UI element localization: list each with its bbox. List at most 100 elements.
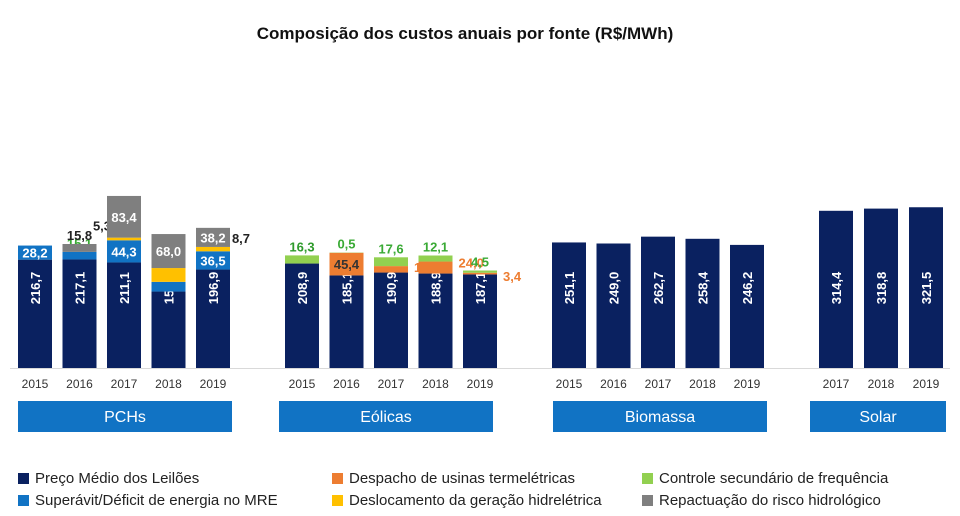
data-label-superavit-pchs-2015: 28,2 bbox=[22, 246, 47, 261]
legend-label-preco: Preço Médio dos Leilões bbox=[35, 470, 200, 487]
data-label-preco-biomassa-2016: 249,0 bbox=[607, 272, 622, 305]
bar-superavit-pchs-2016 bbox=[62, 251, 97, 260]
data-label-preco-pchs-2015: 216,7 bbox=[28, 272, 43, 305]
data-label-superavit-pchs-2019: 36,5 bbox=[200, 253, 225, 268]
group-band-solar bbox=[810, 401, 946, 432]
data-label-controle-eólicas-2019: 4,5 bbox=[471, 255, 489, 270]
data-label-controle-eólicas-2015: 16,3 bbox=[289, 239, 314, 254]
legend-swatch-repactuacao bbox=[642, 495, 653, 506]
bar-deslocamento-pchs-2017 bbox=[107, 237, 141, 241]
tick-label-biomassa-2019: 2019 bbox=[734, 377, 761, 391]
data-label-despacho-eólicas-2018: 24,0 bbox=[459, 256, 484, 271]
data-label-controle-eólicas-2018: 12,1 bbox=[423, 240, 448, 255]
legend-swatch-despacho bbox=[332, 473, 343, 484]
data-label-despacho-eólicas-2019: 3,4 bbox=[503, 269, 522, 284]
data-label-preco-pchs-2016: 217,1 bbox=[73, 272, 88, 305]
data-label-preco-solar-2019: 321,5 bbox=[919, 272, 934, 305]
group-band-biomassa bbox=[553, 401, 767, 432]
data-label-deslocamento-pchs-2017: 5,3 bbox=[93, 219, 111, 234]
bar-repactuacao-pchs-2018 bbox=[151, 234, 186, 269]
bar-superavit-pchs-2018 bbox=[151, 281, 186, 292]
tick-label-solar-2018: 2018 bbox=[868, 377, 895, 391]
group-pchs: 216,728,22015217,115,115,82016211,144,35… bbox=[18, 195, 250, 432]
bar-preco-pchs-2016 bbox=[62, 259, 97, 368]
data-label-preco-eólicas-2018: 188,9 bbox=[429, 272, 444, 305]
data-label-preco-biomassa-2017: 262,7 bbox=[651, 272, 666, 305]
data-label-repactuacao-pchs-2019: 38,2 bbox=[200, 230, 225, 245]
bar-preco-eólicas-2019 bbox=[463, 274, 497, 368]
tick-label-pchs-2016: 2016 bbox=[66, 377, 93, 391]
legend-item-despacho: Despacho de usinas termelétricas bbox=[332, 470, 575, 487]
bar-superavit-pchs-2019 bbox=[196, 251, 230, 270]
bar-preco-biomassa-2015 bbox=[552, 242, 586, 368]
group-label-eólicas: Eólicas bbox=[360, 409, 412, 426]
group-label-solar: Solar bbox=[859, 409, 897, 426]
bar-preco-biomassa-2017 bbox=[641, 236, 675, 368]
bar-preco-solar-2017 bbox=[819, 210, 853, 368]
legend-swatch-superavit bbox=[18, 495, 29, 506]
group-band-eólicas bbox=[279, 401, 493, 432]
group-solar: 314,4 2017 318,8 2018 321,5 2019 Solar bbox=[810, 207, 946, 432]
bar-preco-pchs-2017 bbox=[107, 262, 141, 368]
data-label-preco-eólicas-2015: 208,9 bbox=[295, 272, 310, 305]
tick-label-pchs-2018: 2018 bbox=[155, 377, 182, 391]
data-label-controle-eólicas-2017: 17,6 bbox=[378, 241, 403, 256]
legend-item-superavit: Superávit/Déficit de energia no MRE bbox=[18, 492, 278, 509]
data-label-preco-biomassa-2019: 246,2 bbox=[740, 272, 755, 305]
bar-despacho-eólicas-2019 bbox=[463, 272, 497, 275]
data-label-preco-biomassa-2015: 251,1 bbox=[562, 272, 577, 305]
tick-label-biomassa-2018: 2018 bbox=[689, 377, 716, 391]
bar-repactuacao-pchs-2016 bbox=[62, 244, 97, 252]
tick-label-eólicas-2017: 2017 bbox=[378, 377, 405, 391]
legend-label-repactuacao: Repactuação do risco hidrológico bbox=[659, 492, 881, 509]
tick-label-pchs-2019: 2019 bbox=[200, 377, 227, 391]
legend-item-preco: Preço Médio dos Leilões bbox=[18, 470, 199, 487]
bar-controle-eólicas-2018 bbox=[418, 255, 453, 262]
data-label-preco-biomassa-2018: 258,4 bbox=[696, 271, 711, 304]
tick-label-solar-2019: 2019 bbox=[913, 377, 940, 391]
bar-preco-pchs-2019 bbox=[196, 269, 230, 368]
tick-label-biomassa-2016: 2016 bbox=[600, 377, 627, 391]
bar-preco-pchs-2018 bbox=[151, 291, 186, 368]
bar-superavit-pchs-2017 bbox=[107, 240, 141, 263]
bar-despacho-eólicas-2016 bbox=[329, 252, 364, 276]
legend-swatch-deslocamento bbox=[332, 495, 343, 506]
tick-label-biomassa-2017: 2017 bbox=[645, 377, 672, 391]
group-eólicas: 208,916,32015185,145,40,52016190,912,917… bbox=[279, 237, 522, 432]
bar-preco-eólicas-2015 bbox=[285, 263, 319, 368]
legend-item-deslocamento: Deslocamento da geração hidrelétrica bbox=[332, 492, 602, 509]
legend-label-despacho: Despacho de usinas termelétricas bbox=[349, 470, 575, 487]
bar-repactuacao-pchs-2019 bbox=[196, 227, 230, 247]
legend: Preço Médio dos Leilões Despacho de usina… bbox=[0, 462, 960, 516]
tick-label-eólicas-2019: 2019 bbox=[467, 377, 494, 391]
bar-preco-eólicas-2016 bbox=[329, 275, 364, 368]
data-label-repactuacao-pchs-2016: 15,8 bbox=[67, 228, 92, 243]
group-label-biomassa: Biomassa bbox=[625, 409, 695, 426]
legend-swatch-preco bbox=[18, 473, 29, 484]
bar-preco-biomassa-2016 bbox=[596, 243, 631, 368]
bar-despacho-eólicas-2018 bbox=[418, 261, 453, 274]
data-label-preco-eólicas-2017: 190,9 bbox=[384, 272, 399, 305]
legend-label-deslocamento: Deslocamento da geração hidrelétrica bbox=[349, 492, 602, 509]
bar-despacho-eólicas-2017 bbox=[374, 266, 408, 273]
tick-label-solar-2017: 2017 bbox=[823, 377, 850, 391]
bar-deslocamento-pchs-2018 bbox=[151, 268, 186, 282]
data-label-repactuacao-pchs-2018: 68,0 bbox=[156, 244, 181, 259]
data-label-superavit-pchs-2017: 44,3 bbox=[111, 244, 136, 259]
data-label-preco-solar-2017: 314,4 bbox=[829, 271, 844, 304]
tick-label-eólicas-2016: 2016 bbox=[333, 377, 360, 391]
bar-controle-eólicas-2017 bbox=[374, 257, 408, 267]
data-label-controle-eólicas-2016: 0,5 bbox=[337, 237, 355, 252]
data-label-despacho-eólicas-2016: 45,4 bbox=[334, 257, 360, 272]
bar-preco-eólicas-2017 bbox=[374, 272, 408, 368]
data-label-preco-eólicas-2016: 185,1 bbox=[340, 272, 355, 305]
bar-preco-pchs-2015 bbox=[18, 259, 52, 368]
group-band-pchs bbox=[18, 401, 232, 432]
bar-preco-solar-2019 bbox=[909, 207, 943, 368]
chart-title: Composição dos custos anuais por fonte (… bbox=[256, 24, 674, 43]
bar-preco-biomassa-2018 bbox=[685, 238, 720, 368]
legend-label-superavit: Superávit/Déficit de energia no MRE bbox=[35, 492, 278, 509]
bar-preco-biomassa-2019 bbox=[730, 244, 764, 368]
tick-label-pchs-2017: 2017 bbox=[111, 377, 138, 391]
tick-label-biomassa-2015: 2015 bbox=[556, 377, 583, 391]
